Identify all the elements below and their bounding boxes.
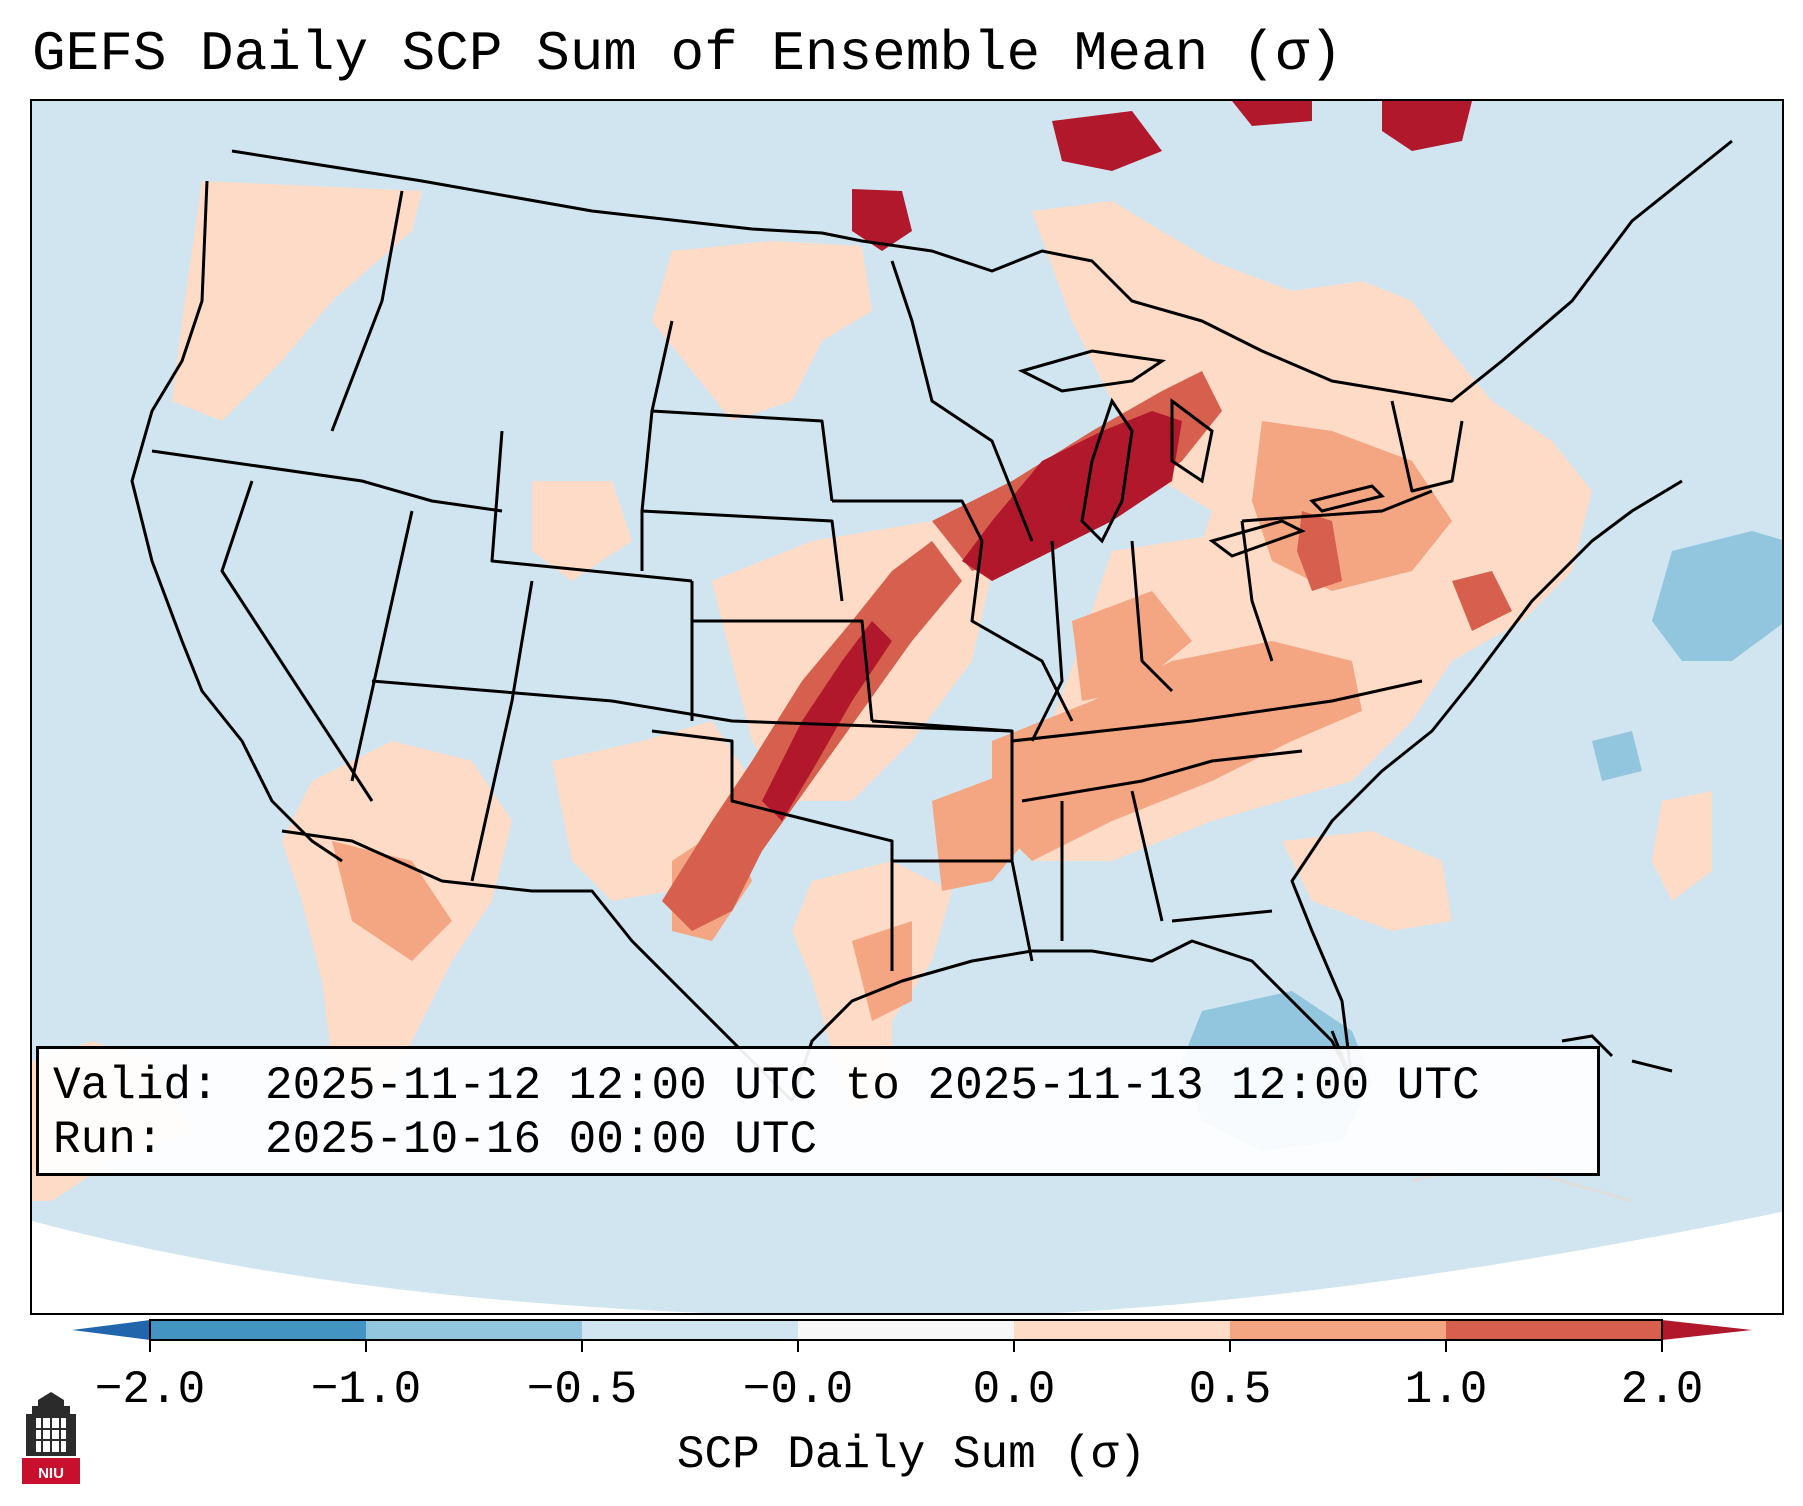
shade-over-wisconsin bbox=[962, 411, 1182, 581]
shade-over-ontario bbox=[1052, 111, 1162, 171]
state-boundaries bbox=[130, 139, 1733, 1103]
map-panel bbox=[30, 99, 1784, 1315]
ca-nv-line bbox=[220, 480, 374, 802]
colorbar-tick-label: 0.0 bbox=[972, 1364, 1056, 1416]
oh-pa-line bbox=[1240, 520, 1274, 662]
wy-line bbox=[490, 430, 693, 583]
colorbar-tick-label: −0.0 bbox=[742, 1364, 854, 1416]
ar-la-line bbox=[892, 859, 1034, 962]
lake-huron bbox=[1170, 398, 1214, 484]
shade-over-north-dakota bbox=[852, 189, 912, 251]
great-lakes bbox=[1017, 349, 1385, 558]
shade-light-plains-nd bbox=[652, 241, 872, 421]
bahamas-island-1 bbox=[1561, 1034, 1614, 1058]
tn-south-line bbox=[1021, 749, 1303, 803]
nv-ut-line bbox=[350, 510, 414, 782]
scp-anomaly-shading bbox=[32, 101, 1782, 1201]
logo-window-grid bbox=[36, 1418, 66, 1452]
lake-ontario bbox=[1309, 484, 1385, 513]
ut-az-ks-line bbox=[371, 679, 1013, 733]
shade-high-michigan bbox=[1297, 511, 1342, 591]
niu-logo: NIU bbox=[22, 1392, 80, 1484]
logo-band bbox=[22, 1458, 80, 1484]
ga-fl-line bbox=[1171, 909, 1273, 923]
west-coastline bbox=[130, 180, 343, 863]
valid-label: Valid: bbox=[53, 1060, 219, 1112]
run-value: 2025-10-16 00:00 UTC bbox=[265, 1114, 818, 1166]
shade-mid-missouri bbox=[1072, 591, 1192, 701]
shade-over-quebec bbox=[1232, 101, 1312, 126]
colorbar-bin bbox=[150, 1320, 367, 1340]
colorbar-tick-label: −1.0 bbox=[310, 1364, 422, 1416]
mn-wi-line bbox=[890, 260, 1034, 542]
canada-border bbox=[231, 139, 1733, 403]
colorbar-bin bbox=[798, 1320, 1015, 1340]
colorbar-bins bbox=[150, 1320, 1663, 1340]
shade-light-wyoming bbox=[532, 481, 632, 581]
shade-neg-atlantic bbox=[1652, 531, 1782, 661]
lake-erie bbox=[1208, 519, 1306, 558]
id-line bbox=[330, 190, 404, 432]
al-ga-line bbox=[1130, 790, 1164, 922]
shade-high-pa-ny bbox=[1452, 571, 1512, 631]
colorbar-bin bbox=[366, 1320, 583, 1340]
colorbar-bin bbox=[1446, 1320, 1663, 1340]
colorbar-ticks bbox=[149, 1340, 1663, 1352]
shade-mid-arkansas-ohio bbox=[992, 641, 1362, 861]
validity-info-box: Valid: 2025-11-12 12:00 UTC to 2025-11-13… bbox=[36, 1046, 1600, 1176]
chart-title: GEFS Daily SCP Sum of Ensemble Mean (σ) bbox=[32, 22, 1343, 86]
colorbar-label: SCP Daily Sum (σ) bbox=[676, 1429, 1147, 1481]
shade-neg-offshore bbox=[1592, 731, 1642, 781]
pa-ny-line bbox=[1241, 489, 1433, 523]
shade-over-canada-east bbox=[1382, 101, 1472, 151]
in-oh-line bbox=[1130, 540, 1174, 693]
run-label: Run: bbox=[53, 1114, 164, 1166]
colorbar-bin bbox=[1014, 1320, 1231, 1340]
colorbar-tick-label: 2.0 bbox=[1620, 1364, 1704, 1416]
shade-light-northwest bbox=[172, 181, 422, 421]
logo-text: NIU bbox=[38, 1465, 64, 1482]
map-svg bbox=[32, 101, 1782, 1313]
sd-ne-line bbox=[641, 509, 844, 602]
gulf-coastline bbox=[790, 939, 1354, 1102]
colorbar-tick-label: 1.0 bbox=[1404, 1364, 1488, 1416]
colorbar-tick-label: 0.5 bbox=[1188, 1364, 1272, 1416]
az-nm-line bbox=[470, 580, 534, 882]
valid-value: 2025-11-12 12:00 UTC to 2025-11-13 12:00… bbox=[265, 1060, 1480, 1112]
colorbar-over-arrow bbox=[1662, 1320, 1752, 1340]
shade-light-atlantic bbox=[1652, 791, 1712, 901]
atlantic-coastline bbox=[1290, 479, 1683, 1082]
ky-tn-line bbox=[1011, 679, 1423, 743]
mt-dakota-line bbox=[640, 320, 674, 571]
mo-ar-line bbox=[871, 719, 1014, 861]
nd-sd-line bbox=[651, 409, 834, 502]
colorbar-tick-label: −2.0 bbox=[94, 1364, 206, 1416]
colorbar-tick-label: −0.5 bbox=[526, 1364, 638, 1416]
colorbar bbox=[72, 1319, 1752, 1352]
ia-il-line bbox=[832, 499, 1074, 722]
colorbar-bin bbox=[582, 1320, 799, 1340]
lake-michigan bbox=[1080, 397, 1134, 544]
valid-row: Valid: 2025-11-12 12:00 UTC to 2025-11-13… bbox=[53, 1059, 1583, 1113]
il-in-line bbox=[1030, 540, 1064, 742]
colorbar-outline bbox=[149, 1319, 1663, 1341]
lake-superior bbox=[1017, 349, 1167, 393]
bahamas-island-2 bbox=[1631, 1059, 1673, 1073]
ok-tx-line bbox=[651, 729, 894, 971]
run-row: Run: 2025-10-16 00:00 UTC bbox=[53, 1113, 1583, 1167]
shade-over-kansas-band bbox=[762, 621, 892, 821]
colorbar-under-arrow bbox=[72, 1320, 150, 1340]
or-ca-id-line bbox=[151, 449, 503, 513]
shade-mid-sw bbox=[332, 841, 452, 961]
new-england-lines bbox=[1390, 400, 1464, 493]
mexico-border bbox=[281, 829, 794, 1103]
colorbar-bin bbox=[1230, 1320, 1447, 1340]
shade-light-southeast bbox=[1282, 831, 1452, 931]
ne-ks-line bbox=[692, 619, 874, 722]
